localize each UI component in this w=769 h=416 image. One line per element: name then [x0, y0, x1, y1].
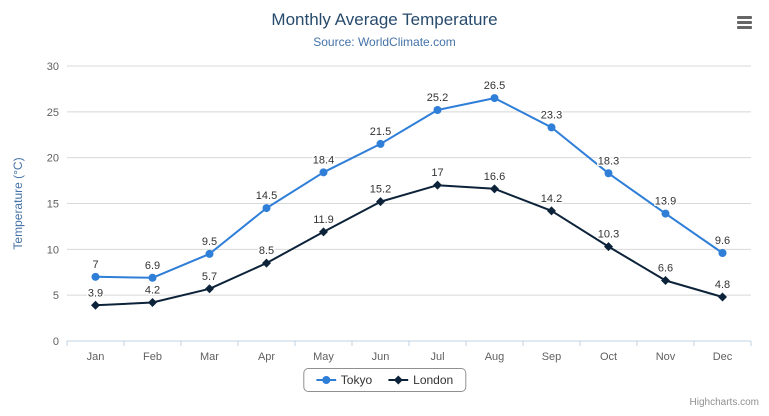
point-marker-london[interactable] [319, 227, 328, 237]
point-marker-tokyo[interactable] [547, 123, 556, 132]
data-label: 14.2 [541, 193, 562, 205]
legend-item-london[interactable]: London [388, 373, 453, 387]
y-axis-tick-label: 20 [47, 153, 59, 165]
y-axis-tick-label: 30 [47, 61, 59, 73]
data-label: 25.2 [427, 92, 448, 104]
y-axis-tick-label: 5 [53, 290, 59, 302]
x-axis-tick-label: Apr [258, 351, 275, 363]
point-marker-london[interactable] [262, 258, 271, 268]
data-label: 6.6 [658, 263, 673, 275]
credits-link[interactable]: Highcharts.com [689, 397, 759, 408]
point-marker-london[interactable] [718, 292, 727, 302]
x-axis-tick-label: Mar [200, 351, 219, 363]
y-axis-tick-label: 10 [47, 244, 59, 256]
legend-label: London [413, 373, 454, 387]
point-marker-tokyo[interactable] [376, 139, 385, 148]
point-marker-tokyo[interactable] [661, 209, 670, 218]
x-axis-tick-label: Feb [143, 351, 162, 363]
data-label: 4.2 [145, 285, 160, 297]
data-label: 8.5 [259, 245, 274, 257]
x-axis-tick-label: Dec [713, 351, 733, 363]
data-label: 11.9 [313, 214, 334, 226]
x-axis-tick-label: Jul [430, 351, 444, 363]
chart-title: Monthly Average Temperature [271, 10, 498, 29]
legend-label: Tokyo [340, 373, 373, 387]
data-label: 9.5 [202, 236, 217, 248]
point-marker-tokyo[interactable] [205, 249, 214, 258]
data-label: 18.3 [598, 155, 619, 167]
y-axis-tick-label: 25 [47, 107, 59, 119]
data-label: 17 [431, 167, 443, 179]
x-axis-tick-label: May [313, 351, 334, 363]
hamburger-icon [737, 26, 752, 29]
data-label: 13.9 [655, 196, 676, 208]
point-marker-tokyo[interactable] [433, 106, 442, 114]
point-marker-london[interactable] [205, 284, 214, 294]
data-label: 6.9 [145, 260, 160, 272]
point-marker-tokyo[interactable] [91, 272, 100, 281]
point-marker-london[interactable] [661, 276, 670, 285]
data-label: 5.7 [202, 271, 217, 283]
y-axis-title: Temperature (°C) [11, 157, 25, 249]
x-axis-tick-label: Oct [600, 351, 617, 363]
data-label: 18.4 [313, 154, 334, 166]
point-marker-london[interactable] [547, 206, 556, 216]
context-menu-button[interactable] [733, 12, 757, 32]
legend-diamond-marker-icon [388, 375, 409, 385]
point-marker-tokyo[interactable] [604, 169, 613, 178]
data-label: 9.6 [715, 235, 730, 247]
series-line-tokyo [94, 97, 724, 279]
data-label: 15.2 [370, 184, 391, 196]
point-marker-tokyo[interactable] [490, 94, 499, 103]
x-axis-tick-label: Jun [372, 351, 390, 363]
legend-circle-marker-icon [315, 376, 336, 384]
point-marker-tokyo[interactable] [319, 168, 328, 177]
y-axis-tick-label: 0 [53, 336, 59, 348]
data-label: 23.3 [541, 109, 562, 121]
x-axis-tick-label: Sep [542, 351, 562, 363]
hamburger-icon [737, 16, 752, 19]
x-axis-tick-label: Aug [485, 351, 505, 363]
point-marker-london[interactable] [604, 242, 613, 252]
data-label: 10.3 [598, 229, 619, 241]
y-axis-tick-label: 15 [47, 199, 59, 211]
data-label: 21.5 [370, 126, 391, 138]
legend-marker-shape [393, 375, 403, 385]
point-marker-tokyo[interactable] [718, 249, 727, 257]
point-marker-london[interactable] [433, 180, 442, 190]
point-marker-london[interactable] [376, 197, 385, 207]
point-marker-london[interactable] [91, 300, 100, 310]
data-label: 7 [92, 259, 98, 271]
legend: Tokyo London [302, 368, 467, 392]
legend-item-tokyo[interactable]: Tokyo [315, 373, 373, 387]
point-marker-london[interactable] [148, 298, 157, 307]
legend-marker-shape [321, 376, 330, 384]
data-label: 14.5 [256, 190, 277, 202]
point-marker-tokyo[interactable] [148, 273, 157, 282]
data-label: 3.9 [88, 287, 103, 299]
point-marker-tokyo[interactable] [262, 204, 271, 213]
x-axis-tick-label: Jan [87, 351, 105, 363]
hamburger-icon [737, 21, 752, 24]
data-label: 16.6 [484, 171, 505, 183]
x-axis-tick-label: Nov [656, 351, 676, 363]
series-line-london [94, 184, 724, 307]
data-label: 4.8 [715, 279, 730, 291]
data-label: 26.5 [484, 80, 505, 92]
point-marker-london[interactable] [490, 184, 499, 194]
chart-subtitle: Source: WorldClimate.com [313, 35, 456, 49]
